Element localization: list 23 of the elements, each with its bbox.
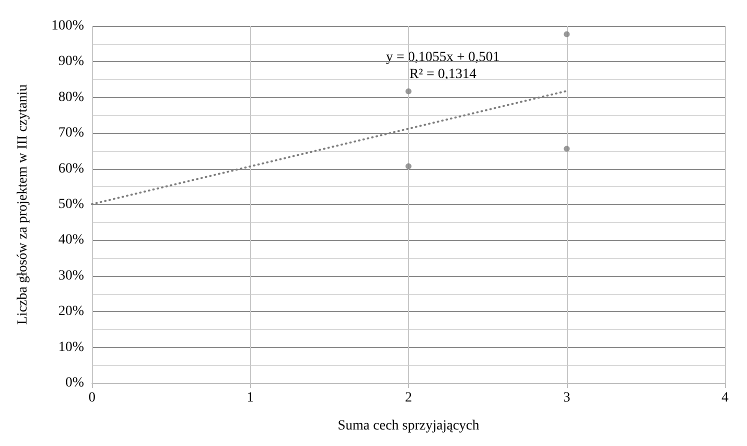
- point: [564, 31, 570, 38]
- y-tick-label: 60%: [58, 161, 84, 176]
- y-tick-label: 10%: [58, 340, 84, 355]
- y-tick-label: 0%: [65, 376, 84, 390]
- y-tick-label: 30%: [58, 268, 84, 284]
- x-tick-label: 1: [246, 390, 254, 406]
- x-tick-label: 2: [405, 390, 412, 406]
- point: [564, 146, 570, 152]
- y-tick-label: 40%: [58, 232, 84, 248]
- y-tick-label: 100%: [51, 18, 84, 34]
- y-tick-label: 20%: [58, 304, 84, 320]
- x-tick-label: 0: [88, 390, 96, 406]
- x-tick-label: 4: [722, 390, 728, 406]
- y-tick-label: 90%: [58, 54, 84, 70]
- x-axis-title: Suma cech sprzyjających: [338, 418, 480, 434]
- y-tick-label: 80%: [58, 90, 84, 105]
- y-tick-label: 70%: [58, 126, 84, 141]
- y-axis-title: Liczba głosów za projektem w III czytaniu: [16, 84, 30, 325]
- point: [406, 163, 412, 170]
- y-tick-label: 50%: [58, 197, 84, 212]
- annotation: y = 0,1055x + 0,501 R² = 0,1314: [386, 50, 500, 82]
- point: [406, 88, 412, 94]
- x-tick-label: 3: [563, 390, 570, 406]
